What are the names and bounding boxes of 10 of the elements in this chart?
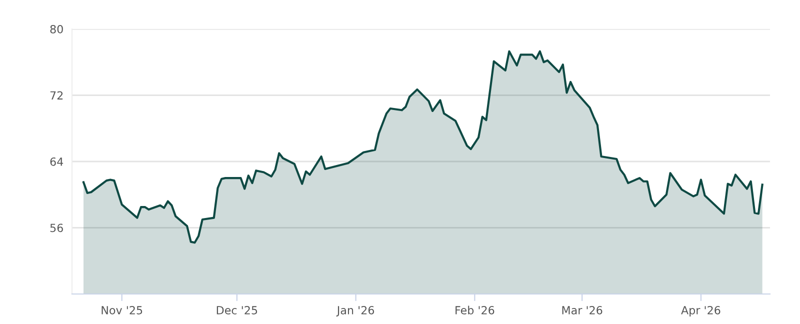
y-tick-label: 80 [50, 24, 63, 34]
x-tick-label: Nov '25 [102, 306, 142, 314]
x-tick-label: Mar '26 [562, 306, 602, 314]
x-tick-label: Feb '26 [456, 306, 494, 314]
x-tick-label: Apr '26 [681, 306, 720, 317]
y-tick-label: 72 [50, 91, 63, 100]
x-tick-label: Jan '26 [336, 306, 374, 316]
y-tick-label: 56 [50, 224, 63, 232]
x-tick-label: Dec '25 [216, 306, 258, 314]
y-tick-label: 64 [50, 157, 64, 166]
